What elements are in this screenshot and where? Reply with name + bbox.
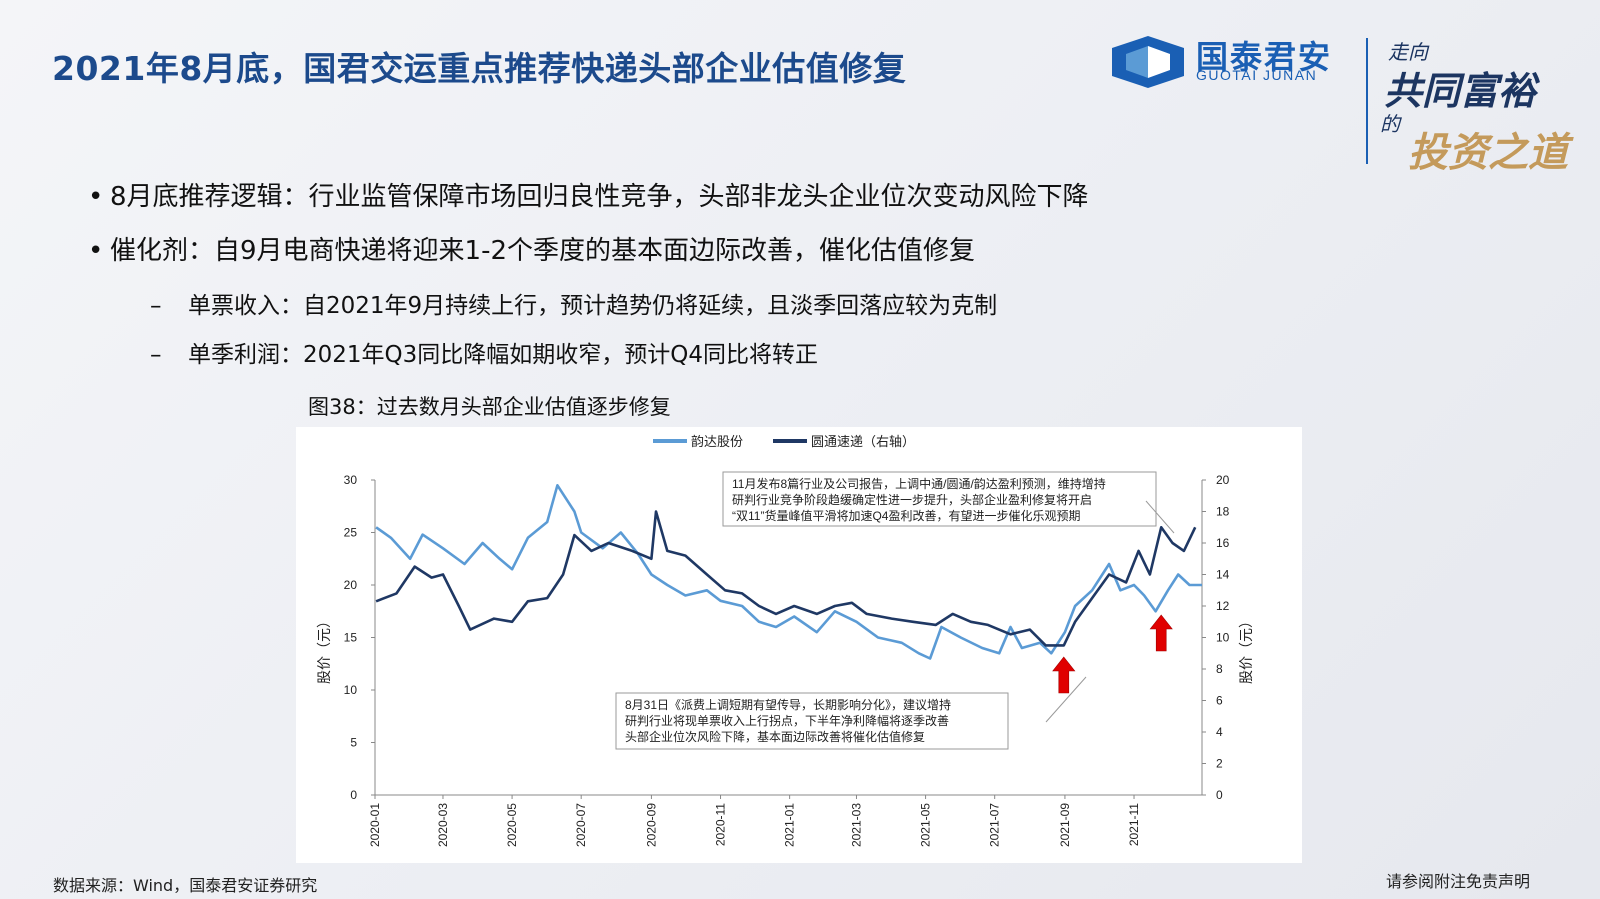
annotation-leader-line [1145, 500, 1175, 534]
y-axis-label-right: 股价（元） [1238, 614, 1254, 684]
line-chart: 0 5 10 15 20 25 30 0 2 4 6 8 10 12 14 16 18 20 2020-01 2020… [316, 434, 1254, 847]
logo-name-cn: 国泰君安 [1196, 38, 1333, 76]
annotation-leader-line [1045, 676, 1087, 723]
logo-name-en: GUOTAI JUNAN [1196, 67, 1318, 83]
legend-label: 圆通速递（右轴） [811, 434, 915, 449]
dash-icon: – [150, 342, 162, 368]
bullet-item: • 催化剂：自9月电商快递将迎来1-2个季度的基本面边际改善，催化估值修复 [88, 230, 975, 267]
right-tick-label: 8 [1216, 662, 1223, 676]
slogan-line4: 投资之道 [1408, 129, 1568, 176]
slogan-line2: 共同富裕 [1384, 68, 1537, 113]
x-tick-label: 2020-05 [505, 803, 519, 847]
series-line-yunda [375, 484, 1202, 660]
right-tick-label: 0 [1216, 788, 1223, 802]
annotation-text: 11月发布8篇行业及公司报告，上调中通/圆通/韵达盈利预测，维持增持 [732, 476, 1106, 491]
series-line-yuantong [375, 510, 1197, 647]
data-source: 数据来源：Wind，国泰君安证券研究 [53, 876, 318, 895]
sub-bullet-text: 单季利润：2021年Q3同比降幅如期收窄，预计Q4同比将转正 [188, 342, 819, 368]
bullet-dot-icon: • [88, 182, 104, 212]
slogan-line3: 的 [1380, 112, 1400, 136]
annotation-text: 头部企业位次风险下降，基本面边际改善将催化估值修复 [625, 729, 925, 744]
dash-icon: – [150, 293, 162, 319]
left-tick-label: 30 [344, 473, 358, 487]
x-tick-label: 2021-03 [849, 803, 863, 847]
chart-panel: 0 5 10 15 20 25 30 0 2 4 6 8 10 12 14 16 18 20 2020-01 2020… [296, 427, 1302, 863]
right-tick-label: 18 [1216, 505, 1230, 519]
left-tick-label: 25 [344, 526, 358, 540]
annotation-text: 研判行业竞争阶段趋缓确定性进一步提升，头部企业盈利修复将开启 [732, 492, 1092, 507]
x-tick-label: 2020-03 [436, 803, 450, 847]
annotation-box [615, 692, 1009, 750]
right-tick-label: 10 [1216, 631, 1230, 645]
sub-bullet-text: 单票收入：自2021年9月持续上行，预计趋势仍将延续，且淡季回落应较为克制 [188, 293, 998, 319]
sub-bullet-item: – 单票收入：自2021年9月持续上行，预计趋势仍将延续，且淡季回落应较为克制 [150, 286, 997, 320]
left-tick-label: 5 [350, 736, 357, 750]
annotation-text: “双11”货量峰值平滑将加速Q4盈利改善，有望进一步催化乐观预期 [732, 508, 1080, 523]
left-tick-label: 10 [344, 683, 358, 697]
x-tick-label: 2021-05 [919, 803, 933, 847]
left-tick-label: 20 [344, 578, 358, 592]
x-tick-label: 2021-11 [1127, 803, 1141, 846]
x-tick-label: 2021-07 [988, 803, 1002, 847]
x-tick-label: 2021-09 [1058, 803, 1072, 847]
left-tick-label: 15 [344, 631, 358, 645]
x-tick-label: 2021-01 [783, 803, 797, 847]
right-tick-label: 20 [1216, 473, 1230, 487]
figure-caption: 图38：过去数月头部企业估值逐步修复 [308, 395, 671, 419]
disclaimer: 请参阅附注免责声明 [1386, 872, 1531, 891]
slide-title: 2021年8月底，国君交运重点推荐快递头部企业估值修复 [52, 49, 907, 88]
guotai-junan-logo-icon [1112, 36, 1184, 88]
red-up-arrow-icon [1149, 614, 1173, 652]
annotation-text: 研判行业将现单票收入上行拐点，下半年净利降幅将逐季改善 [625, 713, 949, 728]
bullet-dot-icon: • [88, 236, 104, 266]
slogan-line1: 走向 [1388, 40, 1428, 64]
bullet-item: • 8月底推荐逻辑：行业监管保障市场回归良性竞争，头部非龙头企业位次变动风险下降 [88, 176, 1089, 213]
right-tick-label: 6 [1216, 694, 1223, 708]
x-tick-label: 2020-07 [574, 803, 588, 847]
right-tick-label: 2 [1216, 757, 1223, 771]
right-tick-label: 14 [1216, 568, 1230, 582]
logo-divider [1366, 38, 1368, 164]
left-tick-label: 0 [350, 788, 357, 802]
sub-bullet-item: – 单季利润：2021年Q3同比降幅如期收窄，预计Q4同比将转正 [150, 335, 818, 369]
red-up-arrow-icon [1052, 656, 1076, 694]
right-tick-label: 12 [1216, 599, 1230, 613]
x-tick-label: 2020-11 [714, 803, 728, 846]
x-tick-label: 2020-09 [644, 803, 658, 847]
slogan: 走向 共同富裕 的 投资之道 [1380, 36, 1568, 176]
legend-label: 韵达股份 [691, 434, 743, 449]
right-tick-label: 4 [1216, 725, 1223, 739]
x-tick-label: 2020-01 [368, 803, 382, 847]
right-tick-label: 16 [1216, 536, 1230, 550]
annotation-box [722, 471, 1157, 527]
annotation-text: 8月31日《派费上调短期有望传导，长期影响分化》，建议增持 [625, 697, 951, 712]
bullet-text: 催化剂：自9月电商快递将迎来1-2个季度的基本面边际改善，催化估值修复 [110, 236, 976, 266]
bullet-text: 8月底推荐逻辑：行业监管保障市场回归良性竞争，头部非龙头企业位次变动风险下降 [110, 182, 1089, 212]
y-axis-label-left: 股价（元） [316, 614, 332, 684]
